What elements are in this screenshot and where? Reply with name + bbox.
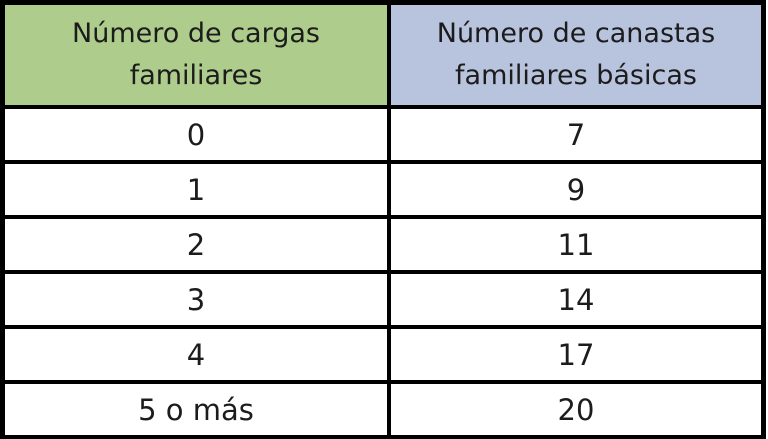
cell-cargas: 0 (0, 105, 391, 164)
table-row: 3 14 (0, 270, 766, 329)
cell-canastas: 14 (387, 270, 766, 329)
cell-cargas: 4 (0, 325, 391, 384)
cell-cargas: 1 (0, 160, 391, 219)
table-row: 0 7 (0, 105, 766, 164)
table-row: 4 17 (0, 325, 766, 384)
cell-cargas: 2 (0, 215, 391, 274)
header-canastas-basicas: Número de canastas familiares básicas (387, 0, 766, 109)
header-cargas-familiares: Número de cargas familiares (0, 0, 391, 109)
table-body: 0 7 1 9 2 11 3 14 4 17 5 o más 20 (0, 105, 766, 439)
table-row: 1 9 (0, 160, 766, 219)
cell-canastas: 20 (387, 380, 766, 439)
cell-cargas: 3 (0, 270, 391, 329)
table-row: 2 11 (0, 215, 766, 274)
cell-canastas: 9 (387, 160, 766, 219)
cell-cargas: 5 o más (0, 380, 391, 439)
cell-canastas: 11 (387, 215, 766, 274)
table-row: 5 o más 20 (0, 380, 766, 439)
cell-canastas: 7 (387, 105, 766, 164)
cell-canastas: 17 (387, 325, 766, 384)
table-header-row: Número de cargas familiares Número de ca… (0, 0, 766, 109)
